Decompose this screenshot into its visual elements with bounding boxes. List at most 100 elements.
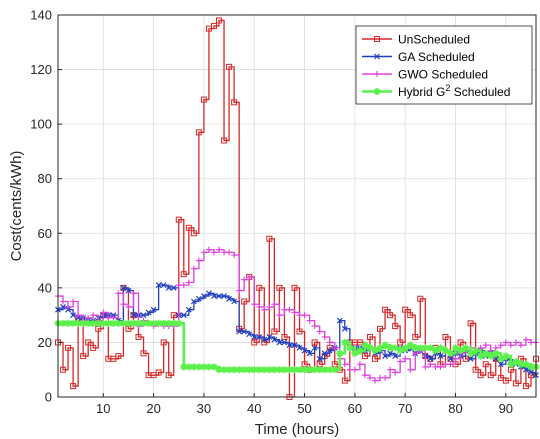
data-point (346, 344, 354, 352)
data-point (416, 344, 424, 352)
data-point (135, 319, 143, 327)
data-point (306, 350, 313, 357)
data-point (90, 312, 97, 319)
data-point (246, 273, 253, 280)
legend-label: GA Scheduled (398, 50, 475, 64)
data-point (417, 295, 424, 302)
data-point (140, 312, 147, 319)
data-point (477, 352, 485, 360)
data-point (497, 342, 504, 349)
data-point (170, 319, 178, 327)
data-point (366, 333, 373, 340)
data-point (210, 22, 217, 29)
data-point (155, 369, 162, 376)
data-point (140, 319, 148, 327)
data-point (371, 347, 379, 355)
data-point (517, 360, 525, 368)
legend-marker (374, 53, 380, 60)
data-point (326, 339, 333, 346)
data-point (79, 319, 87, 327)
data-point (522, 336, 529, 343)
data-point (200, 96, 207, 103)
y-tick-label: 100 (30, 117, 52, 132)
data-point (200, 363, 208, 371)
data-point (100, 309, 107, 316)
y-tick-label: 20 (38, 335, 52, 350)
data-point (260, 366, 268, 374)
data-point (507, 360, 515, 368)
data-point (246, 331, 253, 338)
data-point (401, 344, 409, 352)
data-point (180, 312, 187, 319)
data-point (256, 334, 263, 340)
data-point (276, 339, 283, 346)
data-point (211, 293, 217, 299)
data-point (90, 344, 97, 351)
data-point (125, 287, 132, 294)
data-point (251, 339, 258, 346)
series-line (58, 19, 537, 398)
data-point (60, 366, 67, 373)
data-point (522, 383, 529, 390)
data-point (311, 323, 318, 330)
data-point (301, 312, 308, 319)
data-point (195, 363, 203, 371)
y-tick-label: 80 (38, 171, 52, 186)
data-point (407, 366, 414, 373)
y-tick-label: 140 (30, 8, 52, 23)
data-point (65, 344, 72, 351)
data-point (205, 363, 213, 371)
data-point (281, 333, 288, 340)
data-point (109, 319, 117, 327)
data-point (205, 246, 212, 253)
data-point (165, 372, 172, 379)
data-point (431, 347, 439, 355)
data-point (336, 349, 344, 357)
data-point (210, 363, 218, 371)
data-point (301, 366, 309, 374)
data-point (528, 369, 534, 376)
data-point (216, 293, 222, 299)
data-point (250, 366, 258, 374)
data-point (387, 366, 394, 373)
data-point (472, 347, 480, 355)
data-point (241, 276, 248, 283)
data-point (331, 366, 339, 374)
data-point (215, 366, 223, 374)
data-point (392, 353, 399, 359)
data-point (251, 301, 258, 308)
data-point (185, 224, 192, 231)
data-point (381, 341, 389, 349)
data-point (140, 350, 147, 357)
data-point (251, 334, 258, 340)
data-point (280, 366, 288, 374)
legend-label-text: GA Scheduled (398, 50, 475, 64)
plot-area-frame (57, 14, 537, 398)
data-point (467, 320, 474, 327)
data-point (210, 249, 217, 256)
data-point (221, 249, 228, 256)
data-point (85, 339, 92, 346)
data-point (341, 338, 349, 346)
data-point (266, 235, 273, 242)
data-point (160, 319, 168, 327)
data-point (165, 284, 172, 291)
data-point (261, 306, 268, 313)
data-point (120, 284, 127, 291)
legend-label: UnScheduled (398, 33, 470, 47)
data-point (407, 312, 414, 319)
data-point (522, 360, 530, 368)
data-point (281, 339, 288, 346)
data-point (512, 358, 520, 366)
data-point (356, 361, 363, 368)
data-point (69, 319, 77, 327)
data-point (80, 353, 87, 360)
data-point (265, 366, 273, 374)
data-point (497, 355, 505, 363)
data-point (155, 282, 162, 289)
data-point (266, 303, 273, 310)
data-point (236, 328, 243, 335)
data-point (185, 363, 193, 371)
data-point (104, 319, 112, 327)
